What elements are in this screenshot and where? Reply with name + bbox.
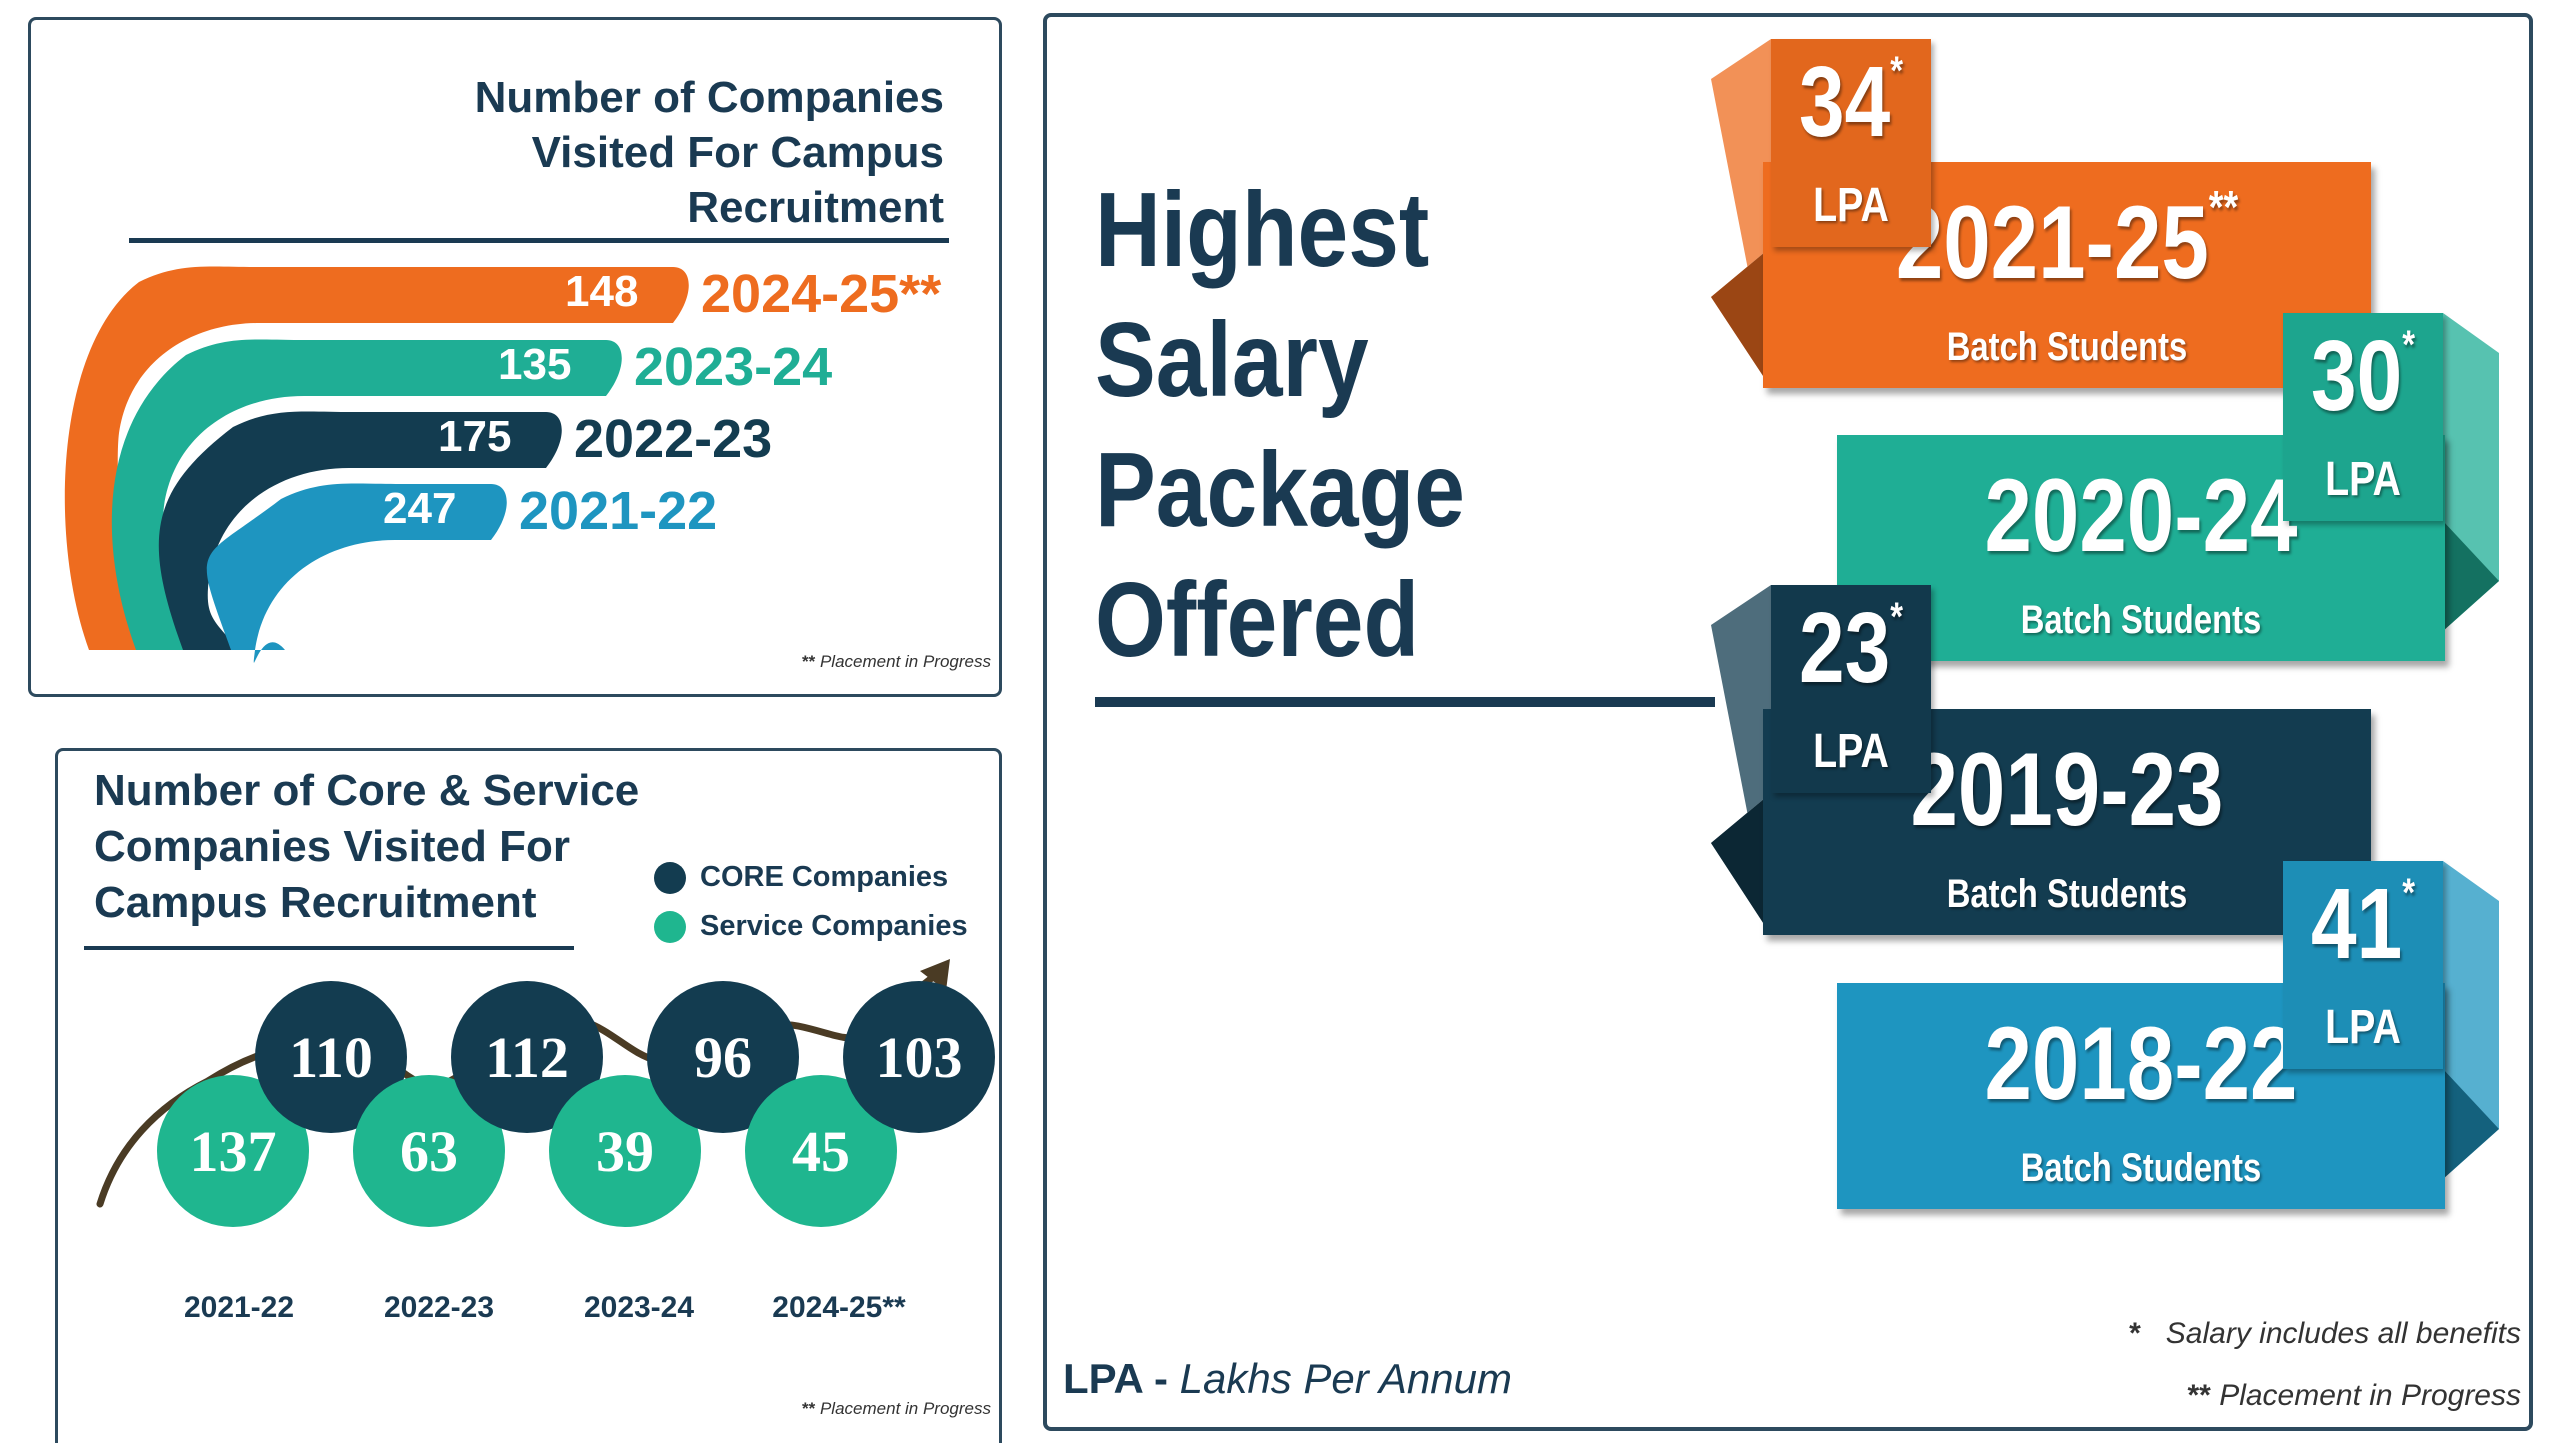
category-label: 2023-24 xyxy=(583,1291,695,1324)
arrow-head xyxy=(920,959,950,991)
ribbon-year-label: 2021-22 xyxy=(519,481,718,541)
core-footnote: ** Placement in Progress xyxy=(802,1399,991,1418)
salary-note-2: ** Placement in Progress xyxy=(2187,1379,2521,1413)
title-line: Companies Visited For xyxy=(94,822,570,871)
lpa-full: Lakhs Per Annum xyxy=(1179,1355,1512,1402)
bubble-chart: 137 110 2021-22 63 112 2022-23 39 96 2023-24 45 10… xyxy=(58,751,1005,1446)
batch-year: 2020-24 xyxy=(1984,458,2298,574)
note-marker: ** xyxy=(2187,1379,2211,1412)
value-marker: * xyxy=(1890,49,1903,93)
salary-panel-title: Highest Salary Package Offered xyxy=(1095,165,1525,685)
service-bubble: 45 xyxy=(745,1075,897,1227)
ribbon-year-label: 2024-25** xyxy=(701,264,942,324)
salary-tab: 30* LPA xyxy=(2283,313,2443,521)
core-bubble: 103 xyxy=(843,981,995,1133)
batch-label: Batch Students xyxy=(2020,1146,2262,1190)
salary-unit: LPA xyxy=(1813,179,1889,232)
companies-footnote: ** Placement in Progress xyxy=(802,652,991,671)
salary-tab: 34* LPA xyxy=(1771,39,1931,247)
salary-tab: 41* LPA xyxy=(2283,861,2443,1069)
batch-year: 2019-23 xyxy=(1910,732,2224,848)
legend-label: CORE Companies xyxy=(700,861,949,893)
title-line: Number of Core & Service xyxy=(94,766,640,815)
card-fold xyxy=(2443,861,2499,1179)
title-line: Offered xyxy=(1095,561,1420,679)
ribbon-value: 175 xyxy=(438,412,512,461)
salary-panel: Highest Salary Package Offered 2021-25**… xyxy=(1043,13,2533,1431)
card-fold xyxy=(2443,313,2499,631)
title-underline xyxy=(84,946,574,950)
lpa-abbr: LPA - xyxy=(1063,1355,1168,1402)
batch-label: Batch Students xyxy=(1946,872,2188,916)
salary-value: 30* xyxy=(2311,320,2415,432)
title-line: Highest xyxy=(1095,171,1430,289)
fold-shadow xyxy=(1711,247,1771,388)
title-line: Number of Companies xyxy=(474,73,944,122)
salary-value: 23* xyxy=(1799,592,1903,704)
title-line: Campus Recruitment xyxy=(94,878,537,927)
salary-value: 34* xyxy=(1799,46,1903,158)
note-text: Salary includes all benefits xyxy=(2165,1317,2521,1350)
batch-label: Batch Students xyxy=(2020,598,2262,642)
fold-shadow xyxy=(1711,793,1771,935)
value-marker: * xyxy=(1890,595,1903,639)
note-text: Placement in Progress xyxy=(2219,1379,2521,1412)
ribbon-value: 148 xyxy=(565,267,639,316)
salary-tab: 23* LPA xyxy=(1771,585,1931,793)
title-line: Package xyxy=(1095,431,1465,549)
fold-shadow xyxy=(2443,1069,2499,1179)
core-panel-title: Number of Core & Service Companies Visit… xyxy=(94,763,734,931)
salary-note-1: * Salary includes all benefits xyxy=(2129,1317,2521,1351)
ribbon-value: 135 xyxy=(498,340,572,389)
core-bubble: 110 xyxy=(255,981,407,1133)
salary-value: 41* xyxy=(2311,868,2415,980)
salary-unit: LPA xyxy=(2325,453,2401,506)
title-line: Visited For Campus xyxy=(531,128,944,177)
legend-core: CORE Companies xyxy=(654,861,948,894)
companies-visited-panel: Number of Companies Visited For Campus R… xyxy=(28,17,1002,697)
title-underline xyxy=(1095,697,1715,707)
year-marker: ** xyxy=(2208,181,2239,233)
ribbon-2023-24 xyxy=(111,339,622,650)
batch-year: 2018-22 xyxy=(1984,1006,2298,1122)
card-fold xyxy=(1711,585,1771,935)
ribbon-year-label: 2022-23 xyxy=(574,409,773,469)
value-marker: * xyxy=(2402,323,2415,367)
batch-year: 2021-25** xyxy=(1895,181,2239,301)
category-label: 2024-25** xyxy=(772,1291,906,1324)
legend-label: Service Companies xyxy=(700,910,968,942)
ribbon-value: 247 xyxy=(383,484,457,533)
core-service-panel: Number of Core & Service Companies Visit… xyxy=(55,748,1002,1443)
core-legend-dot xyxy=(654,861,686,894)
category-label: 2021-22 xyxy=(183,1291,295,1324)
batch-label: Batch Students xyxy=(1946,325,2188,369)
ribbon-2022-23 xyxy=(158,411,562,650)
salary-unit: LPA xyxy=(1813,725,1889,778)
card-fold xyxy=(1711,39,1771,388)
legend-service: Service Companies xyxy=(654,910,968,943)
note-marker: * xyxy=(2129,1317,2141,1350)
service-bubble: 39 xyxy=(549,1075,701,1227)
title-underline xyxy=(129,238,949,243)
companies-panel-title: Number of Companies Visited For Campus R… xyxy=(475,70,944,235)
ribbon-2021-22 xyxy=(206,483,507,663)
fold-shadow xyxy=(2443,521,2499,631)
companies-ribbon-chart xyxy=(64,266,689,663)
salary-card: 2019-23 Batch Students xyxy=(1763,709,2371,935)
ribbon-year-label: 2023-24 xyxy=(634,337,833,397)
service-legend-dot xyxy=(654,910,686,943)
title-line: Recruitment xyxy=(687,183,944,232)
value-marker: * xyxy=(2402,871,2415,915)
salary-unit: LPA xyxy=(2325,1001,2401,1054)
salary-cards: 2021-25** Batch Students 34* LPA 2020-24 Batc… xyxy=(1047,17,2529,1427)
lpa-legend: LPA - Lakhs Per Annum xyxy=(1063,1355,1512,1403)
title-line: Salary xyxy=(1095,301,1369,419)
category-label: 2022-23 xyxy=(383,1291,495,1324)
